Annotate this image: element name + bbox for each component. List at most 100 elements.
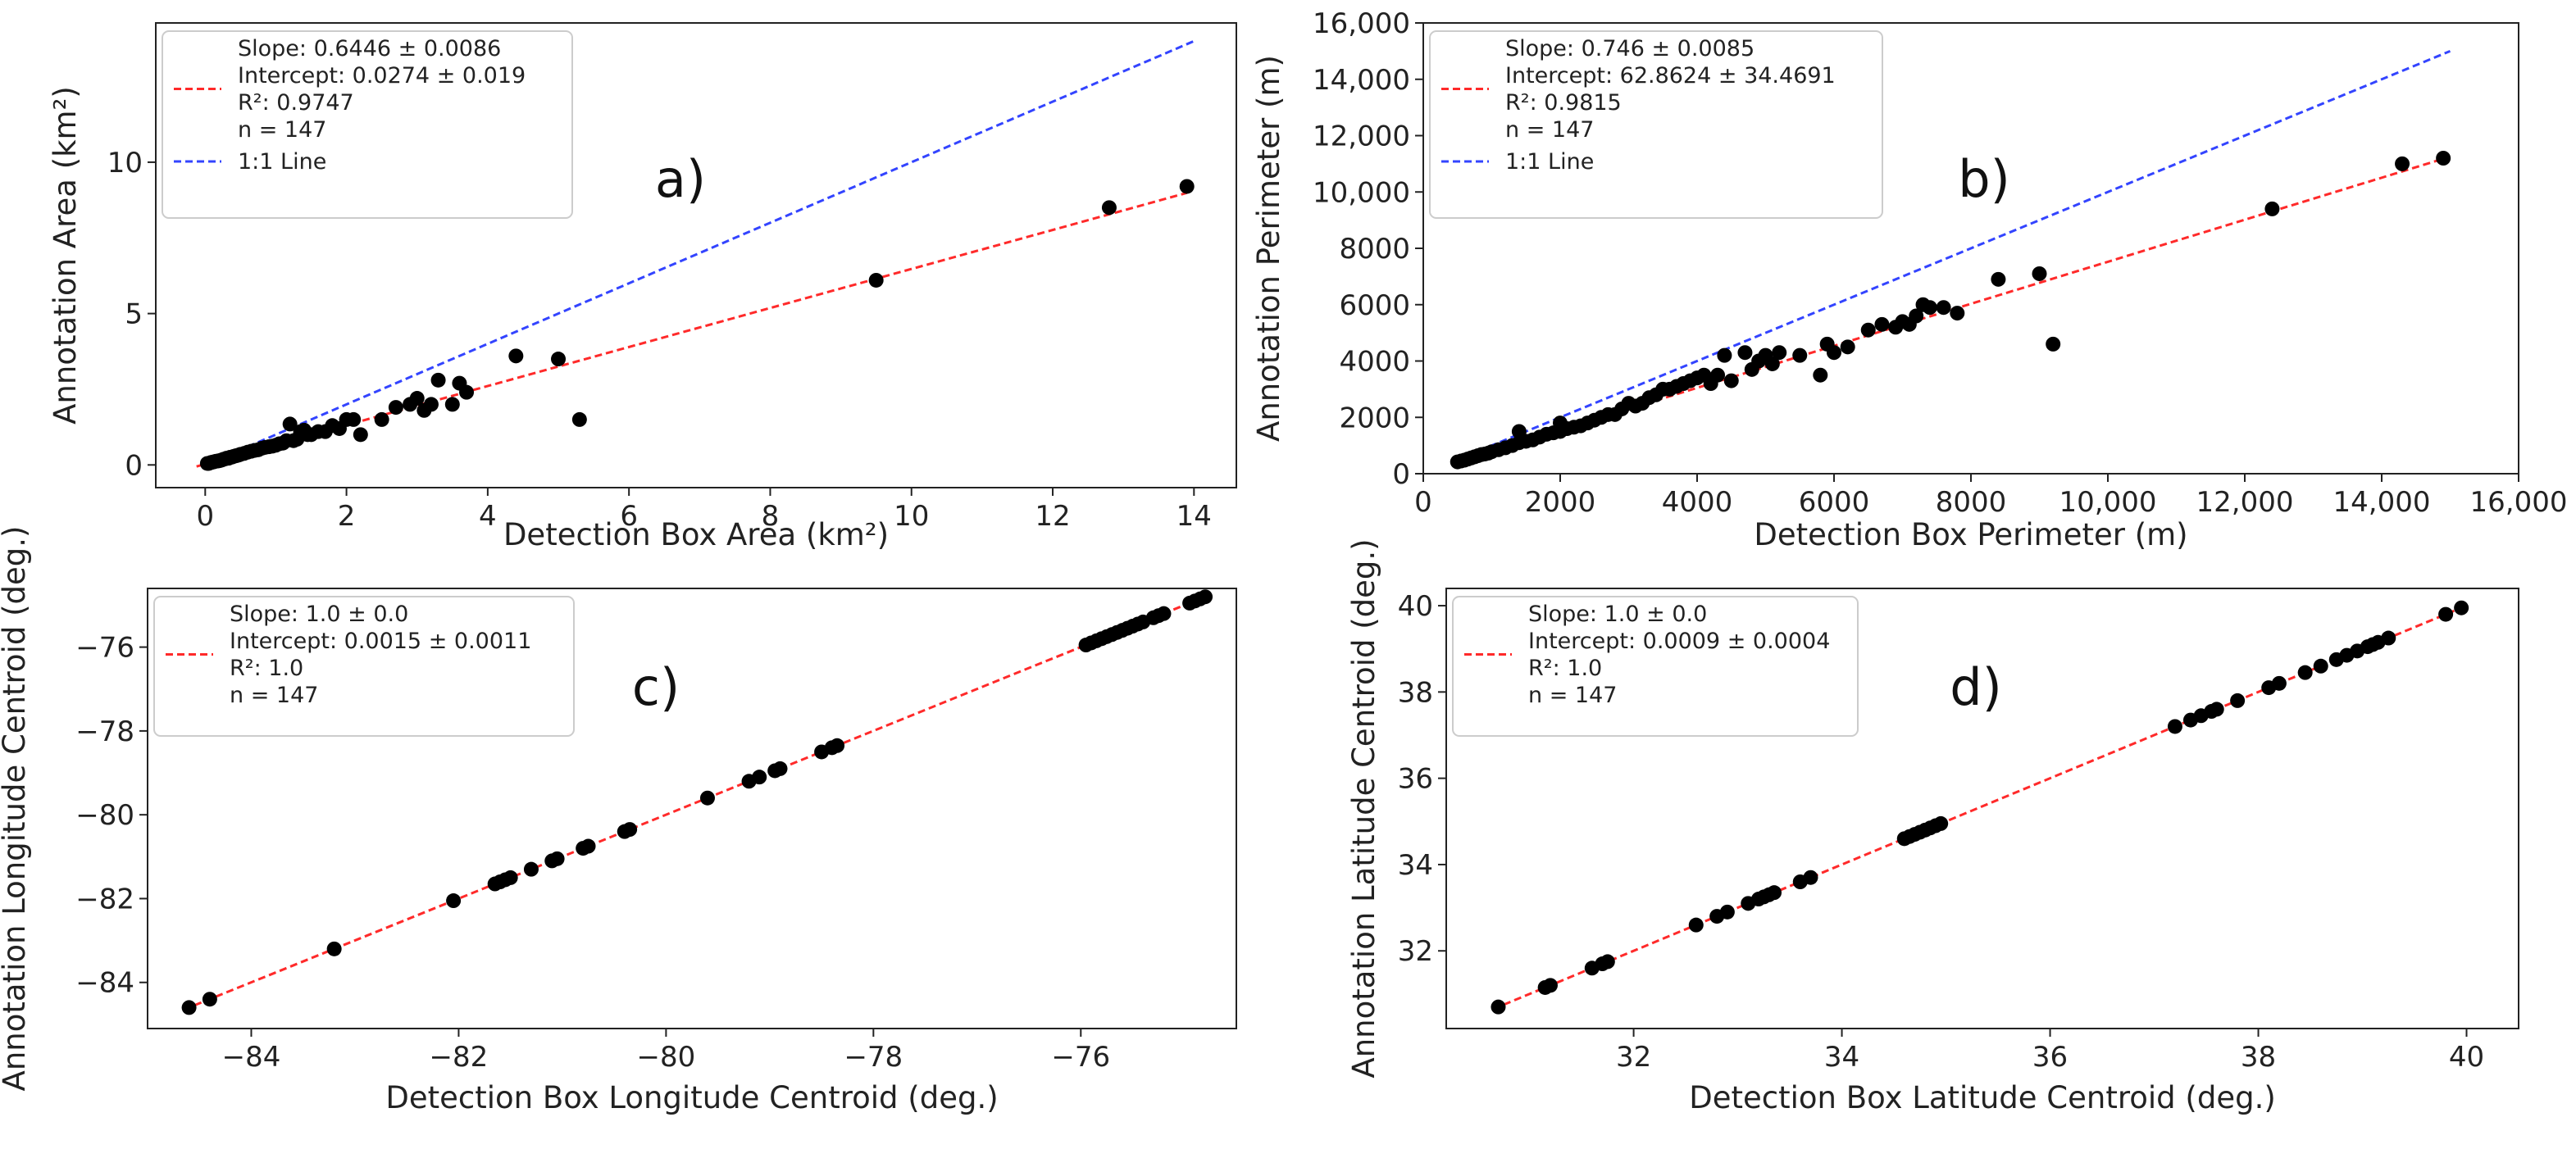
x-tick-label: 6000	[1799, 486, 1870, 519]
data-point	[1101, 200, 1117, 216]
y-tick-label: 0	[125, 449, 143, 482]
data-point	[2297, 665, 2313, 680]
data-points	[1491, 600, 2469, 1015]
data-point	[181, 1000, 197, 1015]
data-point	[1792, 347, 1808, 363]
x-tick-label: 6	[620, 500, 638, 533]
legend-text: 1:1 Line	[1505, 149, 1594, 175]
y-tick-label: 10,000	[1313, 176, 1410, 209]
data-point	[430, 372, 446, 388]
data-point	[2436, 151, 2451, 166]
panel-c: −84 −82 −80 −78 −76 −84 −82 −80 −78 −76 Detection …	[0, 526, 1237, 1115]
x-axis-label: Detection Box Latitude Centroid (deg.)	[1689, 1080, 2276, 1115]
data-point	[1767, 885, 1782, 901]
y-tick-label: −82	[75, 883, 134, 915]
panel-d: 32 34 36 38 40 32 34 36 38 40 Detection Box Latitu…	[1346, 538, 2519, 1115]
y-tick-label: 16,000	[1313, 7, 1410, 40]
legend-text: Intercept: 0.0274 ± 0.019	[238, 63, 526, 89]
data-point	[2381, 630, 2396, 646]
x-tick-label: −80	[636, 1041, 695, 1074]
data-point	[446, 893, 462, 909]
x-tick-label: 34	[1824, 1041, 1859, 1074]
data-point	[1717, 347, 1732, 363]
y-axis-label: Annotation Longitude Centroid (deg.)	[0, 526, 32, 1092]
data-point	[444, 397, 460, 412]
data-point	[1719, 904, 1735, 920]
data-point	[699, 790, 715, 806]
x-axis-label: Detection Box Area (km²)	[503, 517, 889, 552]
data-point	[1491, 999, 1506, 1015]
data-point	[1803, 870, 1818, 885]
data-point	[346, 411, 362, 427]
data-point	[2313, 658, 2328, 674]
data-point	[1936, 300, 1951, 316]
x-tick-label: 16,000	[2470, 486, 2568, 519]
x-tick-label: 4	[479, 500, 497, 533]
x-tick-label: 4000	[1662, 486, 1733, 519]
legend-text: R²: 1.0	[1528, 656, 1602, 681]
data-point	[409, 391, 425, 406]
plot-frame	[155, 22, 1237, 488]
y-tick-label: 36	[1398, 763, 1433, 796]
x-axis-label: Detection Box Perimeter (m)	[1754, 517, 2187, 552]
x-tick-label: −84	[222, 1041, 281, 1074]
data-point	[326, 941, 342, 956]
y-tick-label: 40	[1398, 590, 1433, 623]
legend-text: Slope: 0.746 ± 0.0085	[1505, 36, 1755, 61]
panel-letter: b)	[1958, 149, 2010, 209]
legend-text: Slope: 0.6446 ± 0.0086	[238, 36, 501, 61]
x-tick-label: −82	[430, 1041, 489, 1074]
legend-box	[1429, 30, 1883, 219]
y-tick-label: 12,000	[1313, 120, 1410, 153]
y-tick-label: −84	[75, 967, 134, 1000]
x-tick-label: 38	[2241, 1041, 2276, 1074]
y-tick-label: 14,000	[1313, 64, 1410, 97]
x-axis-label: Detection Box Longitude Centroid (deg.)	[385, 1080, 998, 1115]
legend-text: R²: 0.9815	[1505, 90, 1622, 116]
data-point	[571, 411, 587, 427]
y-tick-label: 0	[1392, 458, 1410, 491]
data-point	[2167, 719, 2182, 734]
legend-text: Intercept: 0.0009 ± 0.0004	[1528, 629, 1830, 654]
data-point	[423, 397, 439, 412]
y-tick-label: 38	[1398, 676, 1433, 709]
y-tick-label: 10	[107, 147, 143, 179]
y-tick-label: 4000	[1339, 346, 1410, 379]
legend-text: Slope: 1.0 ± 0.0	[230, 602, 408, 627]
data-point	[2230, 693, 2246, 708]
x-tick-label: 2	[338, 500, 356, 533]
legend-text: n = 147	[1505, 117, 1594, 143]
x-tick-label: 10	[894, 500, 929, 533]
data-point	[1860, 322, 1876, 338]
x-tick-label: 32	[1616, 1041, 1651, 1074]
data-point	[1874, 316, 1890, 332]
y-tick-label: 5	[125, 298, 143, 331]
y-tick-label: −78	[75, 715, 134, 748]
legend-text: n = 147	[230, 683, 318, 708]
x-tick-label: 14	[1176, 500, 1212, 533]
data-points	[1450, 151, 2451, 470]
data-point	[551, 352, 567, 367]
x-tick-label: 12	[1035, 500, 1070, 533]
x-tick-label: 14,000	[2333, 486, 2431, 519]
data-point	[1909, 308, 1924, 324]
x-tick-label: 40	[2449, 1041, 2484, 1074]
data-point	[1840, 339, 1855, 355]
data-point	[1600, 954, 1615, 970]
x-tick-label: 0	[196, 500, 214, 533]
data-point	[1827, 345, 1841, 361]
data-point	[1198, 589, 1213, 605]
y-tick-label: 6000	[1339, 289, 1410, 322]
data-point	[1737, 345, 1753, 361]
x-tick-label: 8	[762, 500, 780, 533]
data-point	[549, 851, 565, 866]
x-tick-label: 2000	[1525, 486, 1596, 519]
legend-text: n = 147	[238, 117, 326, 143]
data-point	[202, 992, 217, 1007]
data-point	[830, 738, 845, 753]
data-point	[282, 416, 298, 432]
